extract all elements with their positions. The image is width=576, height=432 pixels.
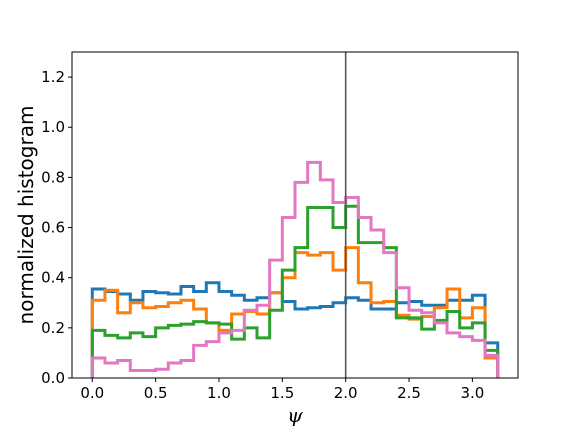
histogram-series-4 [90, 160, 500, 378]
x-axis-ticks: 0.0 0.5 1.0 1.5 2.0 2.5 3.0 [80, 378, 484, 402]
y-tick-label: 0.2 [41, 319, 65, 337]
y-tick-label: 0.6 [41, 219, 65, 237]
x-axis-label: ψ [287, 403, 303, 427]
y-axis-label: normalized histogram [14, 106, 38, 325]
series-layer [90, 160, 500, 378]
x-tick-label: 2.5 [397, 384, 421, 402]
x-tick-label: 1.0 [207, 384, 231, 402]
x-tick-label: 1.5 [270, 384, 294, 402]
y-tick-label: 0.8 [41, 168, 65, 186]
x-tick-label: 0.5 [144, 384, 168, 402]
plot-frame [71, 51, 519, 379]
y-tick-label: 0.0 [41, 369, 65, 387]
y-tick-label: 1.0 [41, 118, 65, 136]
histogram-series-1 [90, 281, 500, 378]
y-axis-ticks: 0.0 0.2 0.4 0.6 0.8 1.0 1.2 [41, 68, 72, 387]
x-tick-label: 2.0 [334, 384, 358, 402]
x-tick-label: 0.0 [80, 384, 104, 402]
x-tick-label: 3.0 [460, 384, 484, 402]
y-tick-label: 1.2 [41, 68, 65, 86]
y-tick-label: 0.4 [41, 269, 65, 287]
